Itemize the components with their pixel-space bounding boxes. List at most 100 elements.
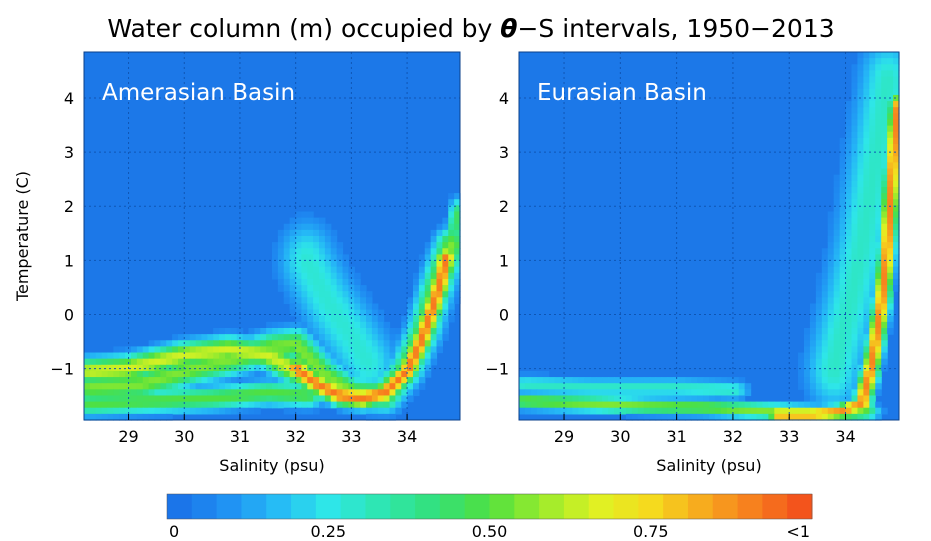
heatmap-cell — [348, 383, 355, 390]
heatmap-cell — [821, 383, 829, 390]
heatmap-cell — [119, 352, 126, 360]
heatmap-cell — [714, 377, 722, 384]
heatmap-cell — [260, 358, 267, 366]
heatmap-cell — [442, 315, 449, 323]
heatmap-cell — [608, 401, 615, 409]
heatmap-cell — [454, 285, 461, 292]
heatmap-cell — [857, 64, 864, 71]
heatmap-cell — [195, 395, 203, 403]
heatmap-cell — [679, 395, 686, 403]
heatmap-cell — [881, 291, 888, 298]
heatmap-cell — [236, 407, 244, 415]
heatmap-cell — [536, 401, 544, 409]
heatmap-cell — [424, 242, 432, 249]
heatmap-cell — [827, 413, 835, 421]
heatmap-cell — [295, 248, 302, 255]
heatmap-cell — [154, 389, 161, 397]
y-tick-label: 0 — [499, 305, 509, 324]
heatmap-cell — [254, 377, 261, 384]
heatmap-cell — [413, 340, 420, 347]
heatmap-cell — [266, 328, 273, 335]
heatmap-cell — [542, 377, 550, 384]
heatmap-cell — [313, 315, 320, 323]
heatmap-cell — [418, 377, 426, 384]
heatmap-cell — [301, 229, 308, 237]
heatmap-cell — [893, 193, 900, 200]
heatmap-cell — [714, 413, 722, 421]
heatmap-cell — [336, 395, 344, 403]
heatmap-cell — [307, 242, 314, 249]
heatmap-cell — [413, 358, 420, 366]
heatmap-cell — [307, 401, 314, 409]
heatmap-cell — [845, 309, 853, 317]
heatmap-cell — [821, 401, 829, 409]
heatmap-cell — [219, 334, 226, 341]
heatmap-cell — [673, 407, 680, 415]
heatmap-cell — [178, 352, 185, 360]
heatmap-cell — [313, 285, 320, 292]
heatmap-cell — [101, 377, 109, 384]
heatmap-cell — [839, 248, 847, 255]
heatmap-cell — [893, 272, 900, 280]
heatmap-cell — [430, 272, 438, 280]
colorbar-swatch — [216, 494, 242, 519]
heatmap-cell — [430, 334, 438, 341]
heatmap-cell — [673, 383, 680, 390]
heatmap-cell — [869, 297, 876, 305]
heatmap-cell — [389, 377, 396, 384]
heatmap-cell — [272, 254, 279, 262]
heatmap-cell — [301, 377, 308, 384]
heatmap-cell — [95, 352, 103, 360]
heatmap-cell — [845, 168, 853, 176]
heatmap-cell — [336, 358, 344, 366]
heatmap-cell — [893, 168, 900, 176]
heatmap-cell — [863, 70, 870, 78]
heatmap-cell — [248, 377, 255, 384]
heatmap-cell — [857, 52, 864, 59]
heatmap-cell — [845, 370, 853, 378]
heatmap-cell — [815, 334, 823, 341]
heatmap-cell — [454, 272, 461, 280]
colorbar-swatch — [291, 494, 317, 519]
heatmap-cell — [319, 352, 326, 360]
heatmap-cell — [313, 358, 320, 366]
heatmap-cell — [295, 334, 302, 341]
heatmap-cell — [254, 389, 261, 397]
heatmap-cell — [815, 389, 823, 397]
heatmap-cell — [354, 291, 361, 298]
heatmap-cell — [407, 340, 414, 347]
heatmap-cell — [845, 291, 853, 298]
heatmap-cell — [454, 205, 461, 213]
heatmap-cell — [195, 346, 203, 354]
heatmap-cell — [691, 383, 698, 390]
heatmap-cell — [336, 260, 344, 268]
heatmap-cell — [266, 346, 273, 354]
y-tick-label: 1 — [64, 251, 74, 270]
heatmap-cell — [448, 223, 455, 231]
heatmap-cell — [863, 150, 870, 157]
heatmap-cell — [283, 272, 291, 280]
heatmap-cell — [554, 383, 562, 390]
heatmap-cell — [89, 364, 97, 372]
heatmap-cell — [714, 401, 722, 409]
heatmap-cell — [833, 254, 841, 262]
heatmap-cell — [780, 401, 787, 409]
heatmap-cell — [401, 315, 408, 323]
heatmap-cell — [324, 260, 332, 268]
heatmap-cell — [225, 340, 232, 347]
heatmap-cell — [851, 76, 859, 84]
heatmap-cell — [195, 340, 203, 347]
heatmap-cell — [685, 389, 692, 397]
heatmap-cell — [283, 297, 291, 305]
heatmap-cell — [366, 321, 373, 329]
heatmap-cell — [845, 266, 853, 274]
heatmap-cell — [225, 401, 232, 409]
heatmap-cell — [887, 199, 894, 206]
heatmap-cell — [336, 309, 344, 317]
heatmap-cell — [851, 278, 859, 286]
heatmap-cell — [219, 340, 226, 347]
heatmap-cell — [827, 248, 835, 255]
heatmap-cell — [869, 260, 876, 268]
heatmap-cell — [295, 236, 302, 243]
heatmap-cell — [869, 370, 876, 378]
